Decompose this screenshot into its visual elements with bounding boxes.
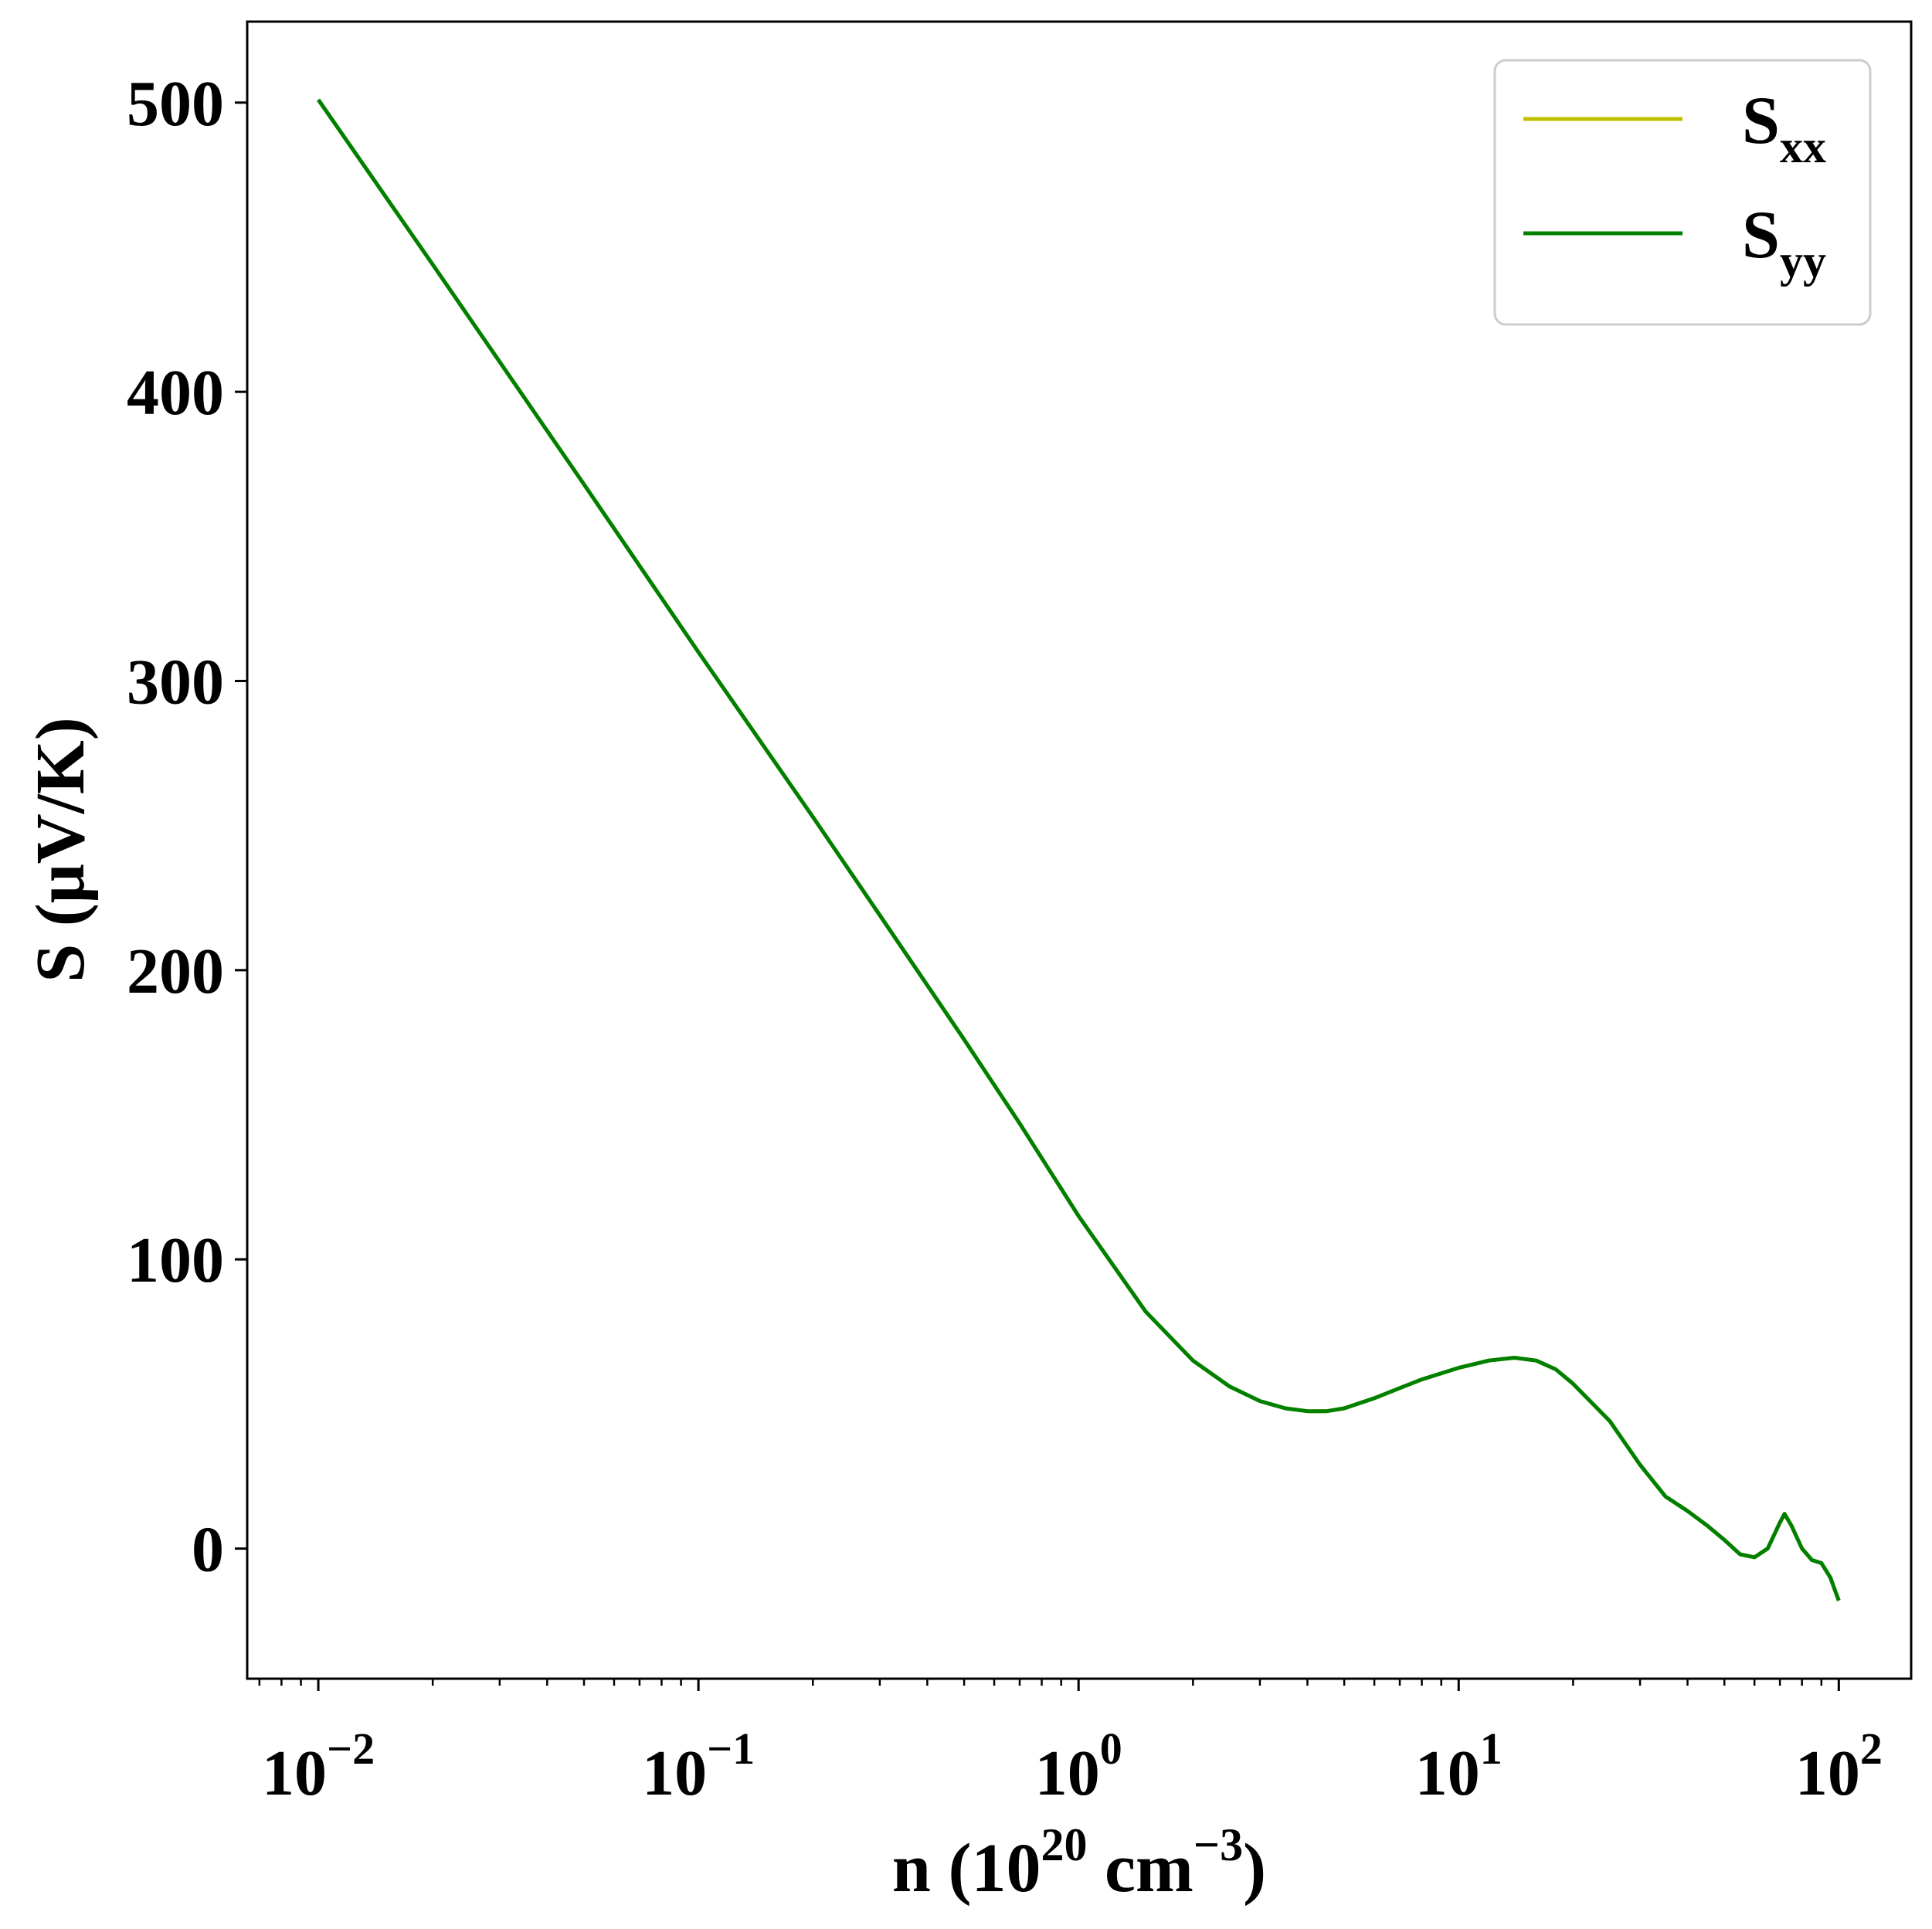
y-axis-label: S (μV/K) — [22, 717, 99, 983]
x-axis-ticks: 10−2 10−1 100 101 102 — [262, 1679, 1883, 1809]
y-tick-label: 100 — [127, 1224, 224, 1296]
x-axis-label-unit: cm — [1087, 1830, 1193, 1907]
y-tick-label: 200 — [127, 936, 224, 1007]
legend-box — [1493, 59, 1872, 326]
x-tick-label: 100 — [1035, 1724, 1122, 1809]
y-tick-label: 300 — [127, 647, 224, 718]
x-axis-label-exponent: 20 — [1041, 1819, 1087, 1870]
y-tick-label: 400 — [127, 357, 224, 429]
y-tick-label: 500 — [127, 68, 224, 140]
x-axis-label-close: ) — [1243, 1830, 1266, 1907]
x-tick-label: 101 — [1415, 1724, 1502, 1809]
legend: Sxx Syy — [1493, 59, 1872, 326]
x-axis-label-unit-exponent: −3 — [1193, 1819, 1243, 1870]
x-axis-label: n (1020 cm−3) — [892, 1819, 1266, 1907]
plot-lines — [317, 98, 1841, 1601]
y-axis-ticks: 0 100 200 300 400 500 — [127, 68, 247, 1586]
plot-frame — [246, 20, 1913, 1680]
legend-label-sxx: Sxx — [1742, 83, 1826, 172]
x-axis-label-base: n (10 — [892, 1830, 1041, 1907]
series-line-yy — [317, 98, 1841, 1601]
x-tick-label: 102 — [1795, 1724, 1883, 1809]
legend-label-syy: Syy — [1742, 198, 1826, 287]
y-tick-label: 0 — [192, 1514, 224, 1586]
x-tick-label: 10−1 — [642, 1724, 755, 1809]
x-tick-label: 10−2 — [262, 1724, 375, 1809]
